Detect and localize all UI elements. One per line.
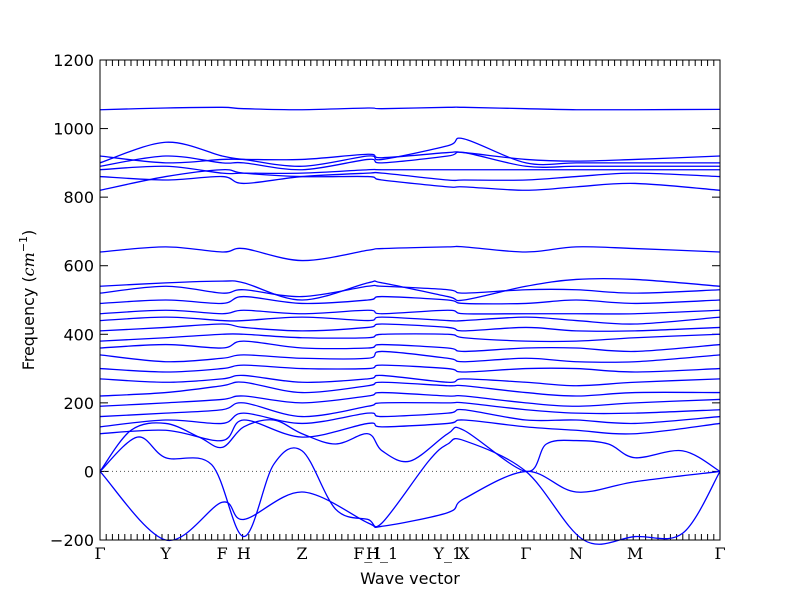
y-tick-label: 400 (63, 325, 94, 344)
axis-ticks (100, 59, 720, 541)
y-tick-label: 600 (63, 257, 94, 276)
x-tick-label: Y_1 (432, 544, 462, 563)
band-line-16 (99, 309, 721, 315)
band-line-11 (99, 350, 721, 364)
y-tick-label: 800 (63, 188, 94, 207)
x-tick-label: N (569, 544, 583, 563)
band-line-18 (99, 284, 721, 298)
x-tick-label: Γ (94, 544, 105, 563)
x-tick-label: F (217, 544, 228, 563)
plot-frame (99, 59, 721, 541)
band-line-4 (99, 419, 721, 442)
x-tick-labels: Γ Y F H Z F_1H_1 Y_1X Γ N M Γ (94, 544, 725, 563)
x-tick-label: H_1 (366, 544, 398, 563)
band-line-7 (99, 391, 721, 407)
band-line-27 (99, 106, 721, 111)
band-lines (99, 106, 721, 545)
y-tick-label: 1000 (53, 120, 94, 139)
band-line-14 (99, 323, 721, 332)
band-line-25 (99, 137, 720, 167)
y-tick-labels: −200 0 200 400 600 800 1000 1200 (50, 51, 94, 550)
y-axis-title-close: ) (19, 230, 38, 236)
y-axis-title-text: Frequency ( (19, 276, 38, 370)
x-tick-label: Γ (714, 544, 725, 563)
x-tick-label: M (627, 544, 643, 563)
band-line-3 (99, 419, 721, 473)
band-line-19 (99, 277, 721, 302)
band-line-1 (99, 470, 721, 541)
band-line-9 (99, 374, 721, 387)
x-tick-label: X (458, 544, 470, 563)
band-line-22 (99, 171, 721, 185)
y-tick-label: −200 (50, 531, 94, 550)
band-line-6 (99, 401, 721, 418)
y-axis-title-unit: cm (19, 252, 38, 276)
band-line-10 (99, 364, 721, 373)
band-line-5 (99, 408, 721, 428)
y-tick-label: 1200 (53, 51, 94, 70)
band-line-20 (99, 245, 721, 262)
y-axis-title-unit-exponent: −1 (17, 236, 30, 252)
band-line-23 (99, 165, 720, 175)
y-tick-label: 0 (84, 462, 94, 481)
band-line-24 (99, 151, 720, 171)
x-tick-label: H (237, 544, 251, 563)
x-tick-label: F_1 (353, 544, 382, 563)
band-line-21 (99, 169, 721, 191)
band-line-8 (99, 381, 721, 397)
band-line-12 (99, 340, 721, 353)
y-tick-label: 200 (63, 394, 94, 413)
x-tick-label: Z (297, 544, 308, 563)
band-line-15 (99, 316, 721, 325)
band-line-17 (99, 295, 721, 305)
band-line-26 (99, 151, 721, 164)
y-axis-title: Frequency (cm−1) (17, 230, 38, 371)
x-tick-label: Y (159, 544, 171, 563)
band-line-13 (99, 333, 721, 343)
plot-background (100, 60, 720, 540)
x-axis-title: Wave vector (360, 569, 460, 588)
x-tick-label: Γ (520, 544, 531, 563)
